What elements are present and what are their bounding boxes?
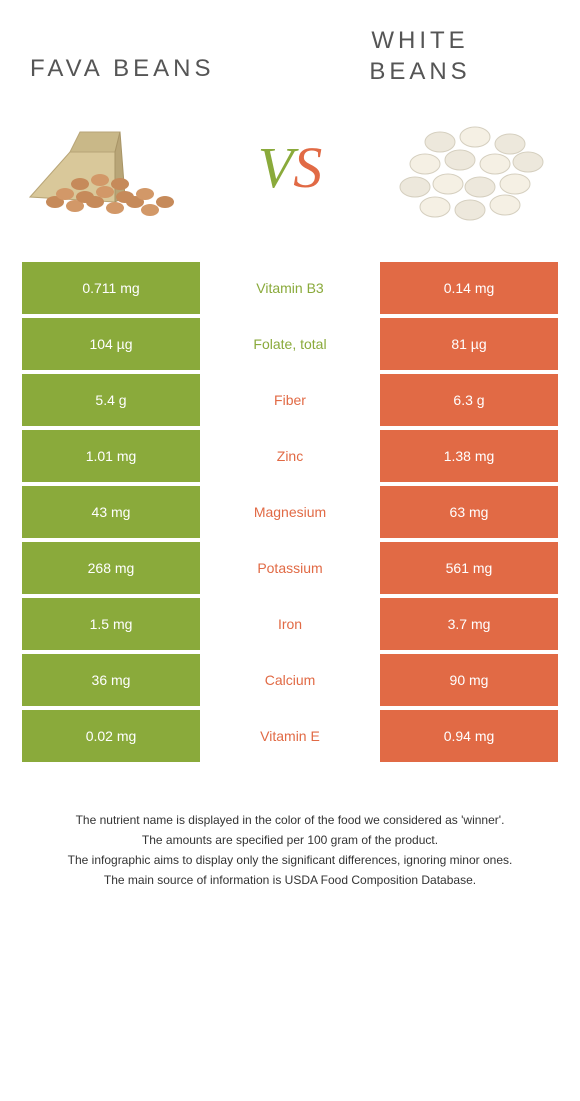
right-value: 3.7 mg: [380, 598, 558, 650]
title-right-line1: White: [371, 27, 468, 54]
title-right-line2: beans: [369, 58, 470, 85]
footnote: The main source of information is USDA F…: [20, 871, 560, 889]
vs-v: V: [258, 135, 293, 200]
vs-label: VS: [258, 134, 322, 201]
table-row: 36 mg Calcium 90 mg: [22, 654, 558, 706]
right-value: 90 mg: [380, 654, 558, 706]
infographic-container: Fava beans White beans: [0, 0, 580, 911]
table-row: 43 mg Magnesium 63 mg: [22, 486, 558, 538]
table-row: 0.02 mg Vitamin E 0.94 mg: [22, 710, 558, 762]
footnotes: The nutrient name is displayed in the co…: [0, 766, 580, 911]
right-value: 0.94 mg: [380, 710, 558, 762]
right-value: 81 µg: [380, 318, 558, 370]
nutrient-label: Iron: [200, 598, 380, 650]
left-value: 1.01 mg: [22, 430, 200, 482]
fava-beans-image: [20, 102, 200, 232]
left-value: 5.4 g: [22, 374, 200, 426]
nutrient-label: Zinc: [200, 430, 380, 482]
nutrient-label: Potassium: [200, 542, 380, 594]
table-row: 0.711 mg Vitamin B3 0.14 mg: [22, 262, 558, 314]
left-value: 1.5 mg: [22, 598, 200, 650]
vs-s: S: [293, 135, 322, 200]
left-value: 104 µg: [22, 318, 200, 370]
nutrient-label: Vitamin B3: [200, 262, 380, 314]
header: Fava beans White beans: [0, 0, 580, 87]
right-value: 0.14 mg: [380, 262, 558, 314]
nutrient-label: Vitamin E: [200, 710, 380, 762]
footnote: The amounts are specified per 100 gram o…: [20, 831, 560, 849]
comparison-table: 0.711 mg Vitamin B3 0.14 mg 104 µg Folat…: [22, 262, 558, 762]
white-beans-image: [380, 102, 560, 232]
food-title-left: Fava beans: [30, 25, 290, 83]
right-value: 63 mg: [380, 486, 558, 538]
food-title-right: White beans: [290, 25, 550, 87]
left-value: 0.02 mg: [22, 710, 200, 762]
nutrient-label: Fiber: [200, 374, 380, 426]
table-row: 5.4 g Fiber 6.3 g: [22, 374, 558, 426]
images-row: VS: [0, 87, 580, 262]
table-row: 1.01 mg Zinc 1.38 mg: [22, 430, 558, 482]
right-value: 6.3 g: [380, 374, 558, 426]
right-value: 561 mg: [380, 542, 558, 594]
table-row: 104 µg Folate, total 81 µg: [22, 318, 558, 370]
footnote: The infographic aims to display only the…: [20, 851, 560, 869]
nutrient-label: Magnesium: [200, 486, 380, 538]
footnote: The nutrient name is displayed in the co…: [20, 811, 560, 829]
left-value: 0.711 mg: [22, 262, 200, 314]
table-row: 268 mg Potassium 561 mg: [22, 542, 558, 594]
nutrient-label: Calcium: [200, 654, 380, 706]
nutrient-label: Folate, total: [200, 318, 380, 370]
table-row: 1.5 mg Iron 3.7 mg: [22, 598, 558, 650]
right-value: 1.38 mg: [380, 430, 558, 482]
left-value: 268 mg: [22, 542, 200, 594]
left-value: 36 mg: [22, 654, 200, 706]
left-value: 43 mg: [22, 486, 200, 538]
